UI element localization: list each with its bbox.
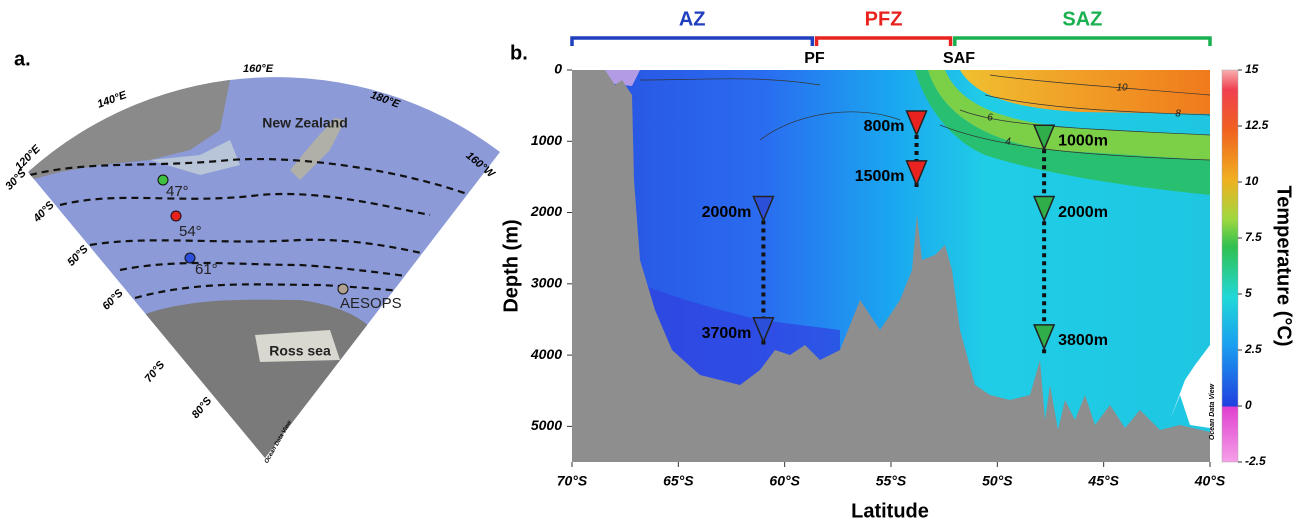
contour-label: 6 (987, 113, 993, 124)
colorbar-tick-label: 12.5 (1245, 118, 1269, 132)
lat-label: 50°S (65, 243, 91, 269)
panel-label: a. (14, 48, 31, 70)
temperature-field (915, 70, 1210, 195)
zone-bracket (570, 36, 815, 46)
site-label: AESOPS (340, 295, 402, 312)
depth-label: 800m (864, 118, 905, 135)
colorbar-tick-label: 7.5 (1245, 230, 1262, 244)
instrument-marker (905, 110, 928, 137)
site-label: 54° (179, 223, 202, 240)
site-label: 47° (166, 183, 189, 200)
place-label: New Zealand (262, 115, 348, 131)
temperature-field (928, 70, 1210, 160)
colorbar-tick-label: 0 (1245, 398, 1252, 412)
instrument-marker (905, 160, 928, 187)
y-tick-label: 4000 (530, 346, 562, 362)
contour-label: 4 (1005, 137, 1011, 148)
front-label: SAF (943, 50, 975, 67)
x-tick-label: 55°S (876, 473, 907, 489)
temperature-field (960, 70, 1210, 114)
zone-label: PFZ (865, 8, 903, 30)
site-label: 61° (195, 261, 218, 278)
ross-ice-shelf (255, 330, 340, 362)
x-tick-label: 40°S (1194, 473, 1226, 489)
zone-bracket (953, 36, 1212, 46)
depth-label: 1000m (1058, 132, 1108, 149)
colorbar-tick-label: 2.5 (1244, 342, 1262, 356)
x-tick-label: 70°S (557, 473, 588, 489)
panel-label: b. (510, 42, 528, 64)
instrument-marker (1032, 195, 1056, 223)
colorbar-title: Temperature (°C) (1273, 186, 1295, 347)
depth-label: 2000m (1058, 204, 1108, 221)
colorbar-tick-label: -2.5 (1245, 454, 1266, 468)
colorbar-tick-label: 5 (1245, 286, 1252, 300)
lat-label: 30°S (3, 167, 29, 193)
x-axis-title: Latitude (851, 500, 929, 522)
site-marker (170, 210, 182, 222)
zone-label: SAZ (1062, 8, 1102, 30)
lat-label: 80°S (190, 394, 215, 421)
depth-label: 3700m (702, 325, 752, 342)
y-axis-title: Depth (m) (500, 219, 522, 312)
colorbar-tick-label: 10 (1245, 174, 1259, 188)
contour-label: 8 (1175, 109, 1181, 120)
y-tick-label: 3000 (531, 275, 562, 291)
depth-label: 2000m (702, 204, 752, 221)
depth-label: 3800m (1058, 332, 1108, 349)
site-marker (157, 174, 169, 186)
colorbar-tick-label: 15 (1245, 62, 1259, 76)
y-tick-label: 0 (554, 61, 562, 77)
lon-label: 140°E (96, 89, 129, 111)
site-marker (337, 283, 349, 295)
place-label: Ross sea (269, 343, 331, 359)
colorbar (1221, 69, 1239, 463)
no-data (1170, 345, 1210, 428)
zone-label: AZ (679, 8, 706, 30)
instrument-marker (752, 195, 775, 223)
land-nz (290, 118, 345, 180)
lat-label: 60°S (100, 287, 126, 313)
section-plot: b. Latitude Depth (m) Temperature (°C) O… (500, 42, 1294, 522)
y-tick-label: 2000 (530, 203, 562, 219)
lat-label: 40°S (31, 199, 58, 226)
instrument-marker (752, 316, 775, 344)
x-tick-label: 60°S (769, 473, 800, 489)
instrument-marker (1032, 324, 1056, 351)
lat-label: 70°S (143, 358, 168, 385)
shelf (150, 140, 240, 175)
depth-label: 1500m (855, 168, 905, 185)
bathymetry (572, 70, 1210, 462)
lon-label: 160°E (243, 63, 274, 75)
instrument-marker (1032, 124, 1056, 152)
contour-label: 10 (1116, 83, 1128, 94)
x-tick-label: 45°S (1087, 473, 1119, 489)
y-tick-label: 1000 (531, 132, 562, 148)
site-marker (184, 252, 196, 264)
zone-bracket (814, 36, 953, 46)
map: a. 160°E 140°E 180°E 120°E 160°W 30°S 40… (3, 48, 500, 465)
front-label: PF (804, 50, 825, 67)
x-tick-label: 50°S (982, 473, 1013, 489)
x-tick-label: 65°S (663, 473, 694, 489)
y-tick-label: 5000 (531, 417, 562, 433)
watermark: Ocean Data View (1209, 383, 1216, 440)
